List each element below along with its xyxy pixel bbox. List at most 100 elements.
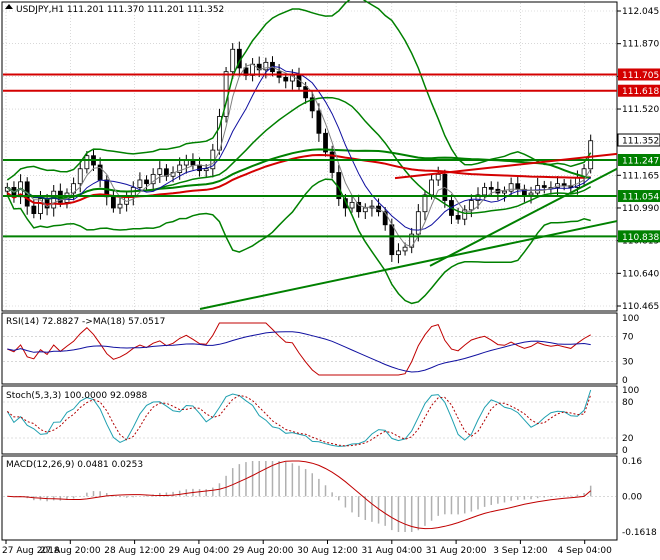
price-tick-label: 112.045 bbox=[622, 7, 659, 17]
candle-body bbox=[38, 198, 43, 214]
candle-body bbox=[362, 207, 368, 213]
time-tick-label: 28 Aug 12:00 bbox=[104, 546, 165, 556]
time-tick-label: 27 Aug 20:00 bbox=[40, 546, 101, 556]
rsi-line bbox=[7, 322, 591, 376]
stoch-tick-label: 100 bbox=[622, 386, 639, 396]
candle-body bbox=[309, 97, 315, 112]
candle-body bbox=[51, 190, 57, 209]
time-tick-label: 29 Aug 04:00 bbox=[169, 546, 230, 556]
level-tag-bg bbox=[618, 68, 660, 81]
candle-body bbox=[561, 183, 567, 186]
stoch-tick-label: 0 bbox=[622, 446, 628, 456]
stoch-panel-frame bbox=[1, 385, 618, 455]
candle-body bbox=[157, 168, 163, 175]
rsi-tick-label: 30 bbox=[622, 357, 634, 367]
candle-body bbox=[541, 185, 547, 188]
candle-body bbox=[422, 194, 428, 213]
candle-body bbox=[256, 63, 262, 71]
candle-body bbox=[415, 211, 421, 235]
ma-slow-line bbox=[6, 153, 591, 206]
trendline-resistance bbox=[394, 152, 618, 180]
candle-body bbox=[468, 200, 474, 211]
main-plot bbox=[3, 0, 618, 310]
price-tick-label: 110.465 bbox=[622, 302, 659, 312]
candle-body bbox=[343, 198, 348, 209]
rsi-ma-line bbox=[7, 331, 591, 373]
time-tick-label: 31 Aug 04:00 bbox=[361, 546, 422, 556]
ma-faster-line bbox=[7, 63, 592, 248]
macd-plot bbox=[3, 460, 616, 532]
rsi-header: RSI(14) 72.8827 ->MA(18) 57.0517 bbox=[6, 317, 165, 327]
main-panel-frame bbox=[1, 1, 618, 312]
candle-body bbox=[382, 211, 388, 226]
level-tag-bg bbox=[618, 153, 660, 166]
candle-body bbox=[508, 183, 514, 192]
stoch-axis: 100 80 20 0 bbox=[622, 386, 639, 456]
rsi-axis: 100 70 30 0 bbox=[622, 314, 639, 386]
candle-body bbox=[230, 48, 236, 73]
candle-body bbox=[429, 179, 434, 196]
time-tick-label: 27 Aug 2018 bbox=[2, 546, 60, 556]
candle-body bbox=[455, 215, 461, 220]
level-tag-bg bbox=[618, 230, 660, 243]
trendline-support bbox=[199, 220, 618, 310]
macd-axis: 0.16 0.00 -0.1618 bbox=[622, 457, 657, 538]
candle-body bbox=[150, 173, 156, 185]
level-tag-label: 111.705 bbox=[622, 71, 659, 81]
candle-body bbox=[535, 185, 541, 194]
candle-body bbox=[515, 183, 521, 190]
candle-body bbox=[482, 187, 488, 196]
candle-body bbox=[435, 173, 441, 181]
time-tick-label: 30 Aug 12:00 bbox=[297, 546, 358, 556]
candle-body bbox=[77, 168, 83, 185]
time-tick-label: 31 Aug 20:00 bbox=[426, 546, 487, 556]
current-price-tag: 111.352 bbox=[617, 133, 660, 147]
trendline-rising bbox=[429, 167, 618, 267]
symbol-icon bbox=[5, 4, 13, 9]
price-tick-label: 111.165 bbox=[622, 171, 659, 181]
level-tag-bg bbox=[618, 190, 660, 203]
candle-body bbox=[283, 76, 289, 82]
candle-body bbox=[528, 192, 534, 196]
macd-header: MACD(12,26,9) 0.0481 0.0253 bbox=[6, 460, 143, 470]
main-header: USDJPY,H1 111.201 111.370 111.201 111.35… bbox=[16, 5, 224, 15]
candle-body bbox=[356, 201, 362, 213]
candle-body bbox=[488, 187, 494, 190]
level-tag-bg bbox=[618, 84, 660, 97]
rsi-panel-frame bbox=[1, 312, 618, 385]
stoch-header: Stoch(5,3,3) 100.0000 92.0988 bbox=[6, 391, 147, 401]
rsi-tick-label: 70 bbox=[622, 333, 634, 343]
candle-body bbox=[316, 110, 322, 134]
level-tag-label: 110.838 bbox=[622, 233, 659, 243]
candle-body bbox=[84, 155, 90, 170]
rsi-tick-label: 0 bbox=[622, 376, 628, 386]
macd-tick-label: 0.00 bbox=[622, 492, 642, 502]
candle-body bbox=[349, 201, 355, 209]
level-tag-label: 111.054 bbox=[622, 193, 659, 203]
candle-body bbox=[462, 209, 468, 220]
candle-body bbox=[303, 86, 309, 99]
price-tick-label: 111.520 bbox=[622, 105, 659, 115]
candle-body bbox=[144, 179, 149, 185]
candle-body bbox=[203, 168, 209, 172]
level-tags: 111.705 111.618 111.247 111.054 110.838 bbox=[618, 68, 660, 243]
candle-body bbox=[263, 61, 269, 71]
level-tag-label: 111.618 bbox=[622, 87, 659, 97]
candle-body bbox=[177, 164, 183, 173]
candle-body bbox=[402, 246, 408, 252]
candle-body bbox=[502, 190, 507, 194]
candle-body bbox=[389, 224, 395, 256]
candle-body bbox=[329, 151, 335, 173]
candle-body bbox=[475, 194, 481, 201]
candle-body bbox=[396, 250, 401, 256]
macd-tick-label: 0.16 bbox=[622, 457, 642, 467]
time-tick-label: 4 Sep 04:00 bbox=[558, 546, 613, 556]
candle-body bbox=[110, 196, 116, 209]
candle-body bbox=[31, 205, 37, 214]
macd-tick-label: -0.1618 bbox=[622, 528, 657, 538]
price-tick-label: 110.990 bbox=[622, 204, 659, 214]
